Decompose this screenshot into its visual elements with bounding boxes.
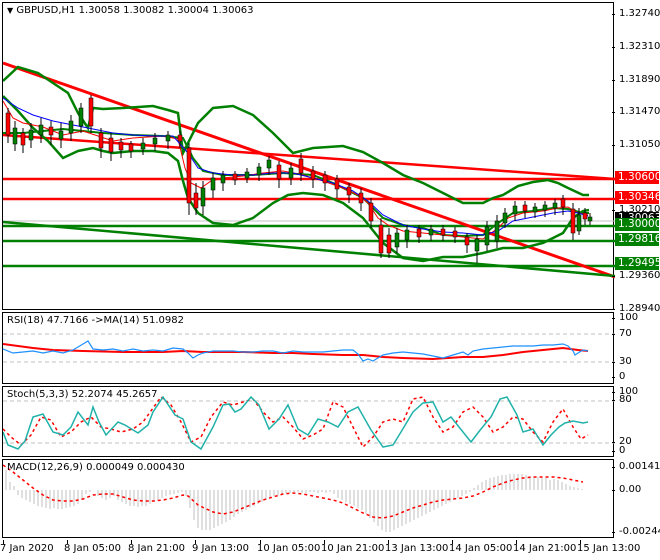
time-label: 13 Jan 13:00 bbox=[385, 543, 449, 554]
candlesticks bbox=[5, 95, 593, 263]
rsi-axis: 100 70 30 0 bbox=[612, 312, 639, 382]
level-label-1.29495: 1.29495 bbox=[615, 257, 660, 270]
stochastic-pane[interactable]: Stoch(5,3,3) 52.2074 45.2657 bbox=[2, 386, 615, 457]
price-axis[interactable]: 1.32740 1.32310 1.31890 1.31470 1.31050 … bbox=[612, 8, 660, 314]
rsi-label: RSI(18) 47.7166 ->MA(14) 51.0982 bbox=[7, 315, 184, 326]
time-label: 14 Jan 05:00 bbox=[449, 543, 513, 554]
time-label: 10 Jan 21:00 bbox=[321, 543, 385, 554]
macd-axis: 0.001417 0.00 -0.002443 bbox=[612, 461, 660, 537]
descending-trendline-red-2 bbox=[3, 133, 615, 181]
stochastic-canvas bbox=[3, 395, 615, 451]
price-chart-canvas bbox=[3, 61, 615, 279]
time-label: 15 Jan 13:00 bbox=[577, 543, 641, 554]
stochastic-axis: 100 80 20 0 bbox=[612, 386, 639, 456]
descending-trendline-red bbox=[3, 61, 615, 279]
time-label: 8 Jan 05:00 bbox=[64, 543, 121, 554]
time-label: 9 Jan 13:00 bbox=[192, 543, 249, 554]
time-axis[interactable]: 7 Jan 2020 8 Jan 05:00 8 Jan 21:00 9 Jan… bbox=[0, 540, 660, 560]
time-label: 8 Jan 21:00 bbox=[128, 543, 185, 554]
chart-header: ▼ GBPUSD,H1 1.30058 1.30082 1.30004 1.30… bbox=[7, 5, 254, 16]
level-label-1.29816: 1.29816 bbox=[615, 233, 660, 246]
rsi-canvas bbox=[3, 333, 615, 363]
macd-label: MACD(12,26,9) 0.000049 0.000430 bbox=[7, 462, 185, 473]
symbol-ohlc-label: GBPUSD,H1 1.30058 1.30082 1.30004 1.3006… bbox=[16, 5, 254, 16]
time-label: 14 Jan 21:00 bbox=[513, 543, 577, 554]
macd-histogram bbox=[5, 470, 583, 532]
time-label: 10 Jan 05:00 bbox=[257, 543, 321, 554]
stochastic-label: Stoch(5,3,3) 52.2074 45.2657 bbox=[7, 389, 158, 400]
level-label-1.30346: 1.30346 bbox=[615, 191, 660, 204]
main-price-pane[interactable]: ▼ GBPUSD,H1 1.30058 1.30082 1.30004 1.30… bbox=[2, 2, 615, 310]
macd-canvas bbox=[3, 464, 584, 532]
rsi-pane[interactable]: RSI(18) 47.7166 ->MA(14) 51.0982 bbox=[2, 312, 615, 384]
time-label: 7 Jan 2020 bbox=[0, 543, 54, 554]
level-label-1.30600: 1.30600 bbox=[615, 171, 660, 184]
collapse-triangle-icon[interactable]: ▼ bbox=[7, 6, 14, 15]
macd-pane[interactable]: MACD(12,26,9) 0.000049 0.000430 bbox=[2, 459, 614, 538]
descending-trendline-green bbox=[3, 220, 615, 278]
level-label-1.30000: 1.30000 bbox=[615, 218, 660, 231]
